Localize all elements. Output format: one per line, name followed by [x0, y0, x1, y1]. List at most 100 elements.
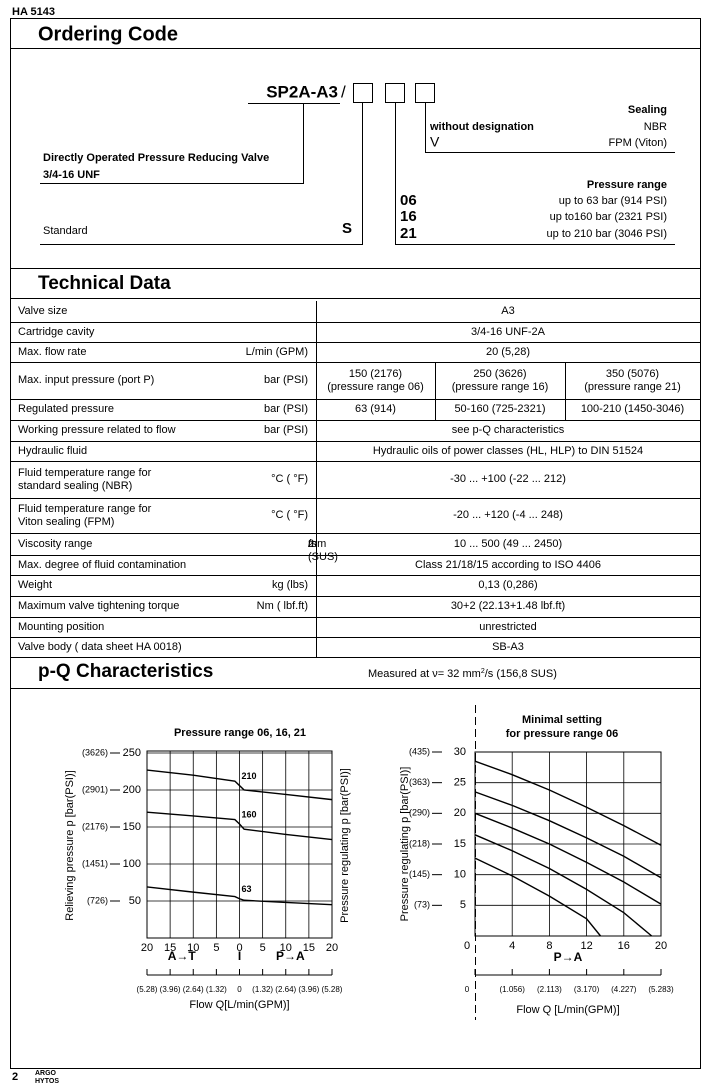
y-tick-label: 25 [454, 777, 466, 789]
x-tick-label: 10 [187, 942, 199, 954]
x-axis-label: Flow Q[L/min(GPM)] [189, 999, 289, 1011]
x-tick-label: 0 [464, 940, 470, 952]
x-tick-label: 4 [509, 940, 515, 952]
gpm-tick-label: (1.056) [500, 985, 526, 994]
row-unit: L/min (GPM) [245, 345, 308, 358]
option-code: 16 [400, 208, 417, 225]
row-unit: kg (lbs) [271, 579, 308, 591]
y-tick-label: 10 [454, 869, 466, 881]
x-tick-label: 10 [280, 942, 292, 954]
option-text: up to160 bar (2321 PSI) [550, 211, 667, 223]
row-label: Valve body ( data sheet HA 0018) [18, 640, 182, 653]
x-tick-label: 5 [260, 942, 266, 954]
row-unit: bar (PSI) [263, 403, 308, 415]
y-tick-label: 5 [460, 899, 466, 911]
note-text: Measured at ν= 32 mm [368, 668, 481, 680]
measured-note: Measured at ν= 32 mm2/s (156,8 SUS) [368, 668, 557, 681]
curve [474, 834, 653, 937]
x-tick-label: 20 [141, 942, 153, 954]
cell-value: see p-Q characteristics [451, 424, 565, 436]
row-label: Maximum valve tightening torque [18, 600, 180, 612]
x-tick-label: 15 [164, 942, 176, 954]
gpm-tick-label: (3.170) [574, 985, 600, 994]
row-label: Working pressure related to flow [18, 424, 176, 436]
gpm-tick-label: 0 [465, 985, 470, 994]
y-tick-label: 200 [123, 784, 141, 796]
note-sup: 2 [480, 668, 485, 675]
psi-tick-label: (2176) [82, 821, 108, 831]
gpm-tick-label: (2.113) [537, 985, 562, 994]
option-code: 06 [400, 192, 417, 209]
x-tick-label: 8 [546, 940, 552, 952]
cell-value: 0,13 (0,286) [478, 579, 538, 591]
option-code: 21 [400, 225, 417, 242]
cell-value: -30 ... +100 (-22 ... 212) [450, 473, 566, 485]
psi-tick-label: (435) [409, 746, 430, 756]
gpm-tick-label: (5.283) [648, 985, 674, 994]
x-tick-label: 16 [618, 940, 630, 952]
sealing-title: Sealing [628, 104, 667, 116]
gpm-tick-label: (5.28) [322, 985, 343, 994]
row-unit: bar (PSI) [263, 374, 308, 386]
chart-title: Minimal setting [522, 714, 602, 726]
cell-value: 10 ... 500 (49 ... 2450) [453, 537, 563, 550]
unit-sup: 2 [308, 537, 315, 550]
gpm-tick-label: (3.96) [160, 985, 181, 994]
cell-value: SB-A3 [492, 640, 524, 653]
row-label: Hydraulic fluid [18, 444, 88, 457]
curve-label: 210 [242, 771, 257, 781]
order-code: SP2A-A3 [266, 82, 338, 101]
curve [474, 791, 662, 879]
cell-value: 20 (5,28) [485, 345, 531, 358]
chart-title: for pressure range 06 [506, 728, 619, 740]
option-text: NBR [644, 121, 667, 133]
x-tick-label: 15 [303, 942, 315, 954]
row-label: Max. input pressure (port P) [18, 374, 155, 386]
y-tick-label: 30 [454, 746, 466, 758]
logo: HYTOS [35, 1078, 59, 1085]
psi-tick-label: (73) [414, 900, 430, 910]
psi-tick-label: (145) [409, 869, 430, 879]
row-unit: °C ( °F) [271, 509, 308, 521]
logo: ARGO [35, 1070, 57, 1077]
cell-value: Class 21/18/15 according to ISO 4406 [415, 558, 601, 571]
gpm-tick-label: (2.64) [183, 985, 204, 994]
cell-value: 100-210 (1450-3046) [580, 403, 685, 415]
psi-tick-label: (363) [409, 777, 430, 787]
direction-label: A→T [168, 949, 197, 963]
curve-label: 63 [242, 884, 252, 894]
option-code: V [430, 134, 440, 150]
curve-label: 160 [242, 809, 257, 819]
row-label: Fluid temperature range for Viton sealin… [18, 502, 152, 528]
section-title: Technical Data [38, 273, 171, 294]
y-tick-label: 20 [454, 807, 466, 819]
gpm-tick-label: (1.32) [252, 985, 273, 994]
curve [146, 886, 333, 906]
doc-id: HA 5143 [12, 6, 55, 18]
option-text: up to 63 bar (914 PSI) [559, 195, 667, 207]
cell-value: Hydraulic oils of power classes (HL, HLP… [372, 444, 644, 457]
gpm-tick-label: (3.96) [298, 985, 319, 994]
note-text: /s (156,8 SUS) [484, 668, 557, 680]
row-label: Regulated pressure [18, 403, 115, 415]
gpm-tick-label: (5.28) [137, 985, 158, 994]
frame [10, 18, 701, 1069]
y-tick-label: 100 [123, 858, 141, 870]
y2-axis-label: Pressure regulating p [bar(PSI)] [339, 768, 351, 923]
option-text: up to 210 bar (3046 PSI) [547, 228, 667, 240]
option-code: without designation [429, 121, 534, 133]
y-tick-label: 15 [454, 838, 466, 850]
section-title: p-Q Characteristics [38, 661, 213, 682]
chart-title: Pressure range 06, 16, 21 [174, 727, 306, 739]
unit-text: /s (SUS) [308, 537, 338, 563]
x-tick-label: 20 [655, 940, 667, 952]
row-unit: °C ( °F) [271, 473, 308, 485]
curve [146, 811, 333, 841]
pressure-title: Pressure range [587, 179, 667, 191]
x-tick-label: 0 [236, 942, 242, 954]
row-label: Cartridge cavity [18, 325, 95, 338]
cell-value: unrestricted [479, 620, 537, 633]
row-label: Valve size [18, 305, 68, 317]
row-unit: bar (PSI) [263, 424, 308, 436]
